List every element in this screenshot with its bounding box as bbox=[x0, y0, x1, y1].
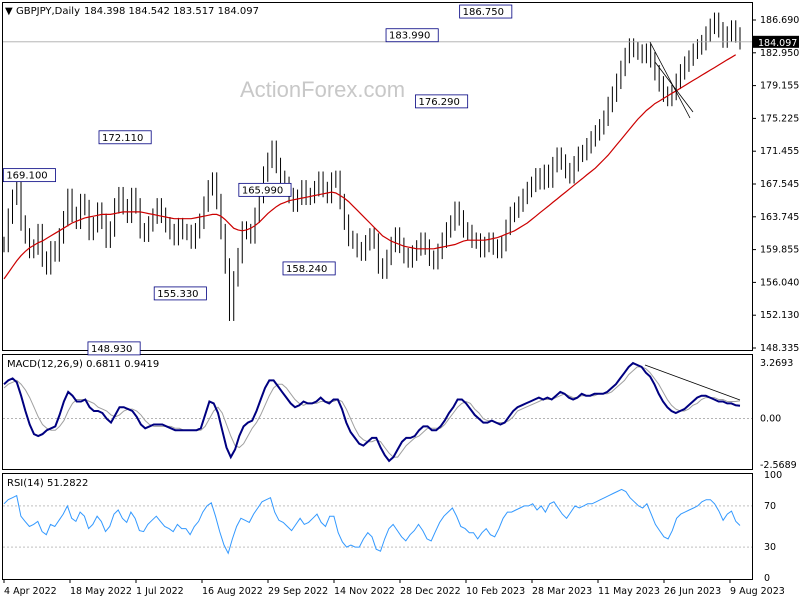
x-tick-label: 4 Apr 2022 bbox=[4, 586, 57, 597]
price-annotation: 155.330 bbox=[153, 286, 207, 301]
price-annotation: 158.240 bbox=[282, 261, 336, 276]
price-annotation: 165.990 bbox=[238, 182, 292, 197]
macd-title: MACD(12,26,9) 0.6811 0.9419 bbox=[7, 359, 159, 370]
y-tick-label: 167.545 bbox=[760, 179, 799, 190]
current-price-text: 184.097 bbox=[758, 38, 797, 49]
macd-tick-label: 3.2693 bbox=[760, 358, 793, 369]
x-tick-label: 26 Jun 2023 bbox=[664, 586, 721, 597]
x-tick-label: 14 Nov 2022 bbox=[334, 586, 395, 597]
rsi-tick-label: 0 bbox=[764, 573, 770, 584]
x-tick-label: 29 Sep 2022 bbox=[268, 586, 328, 597]
annotation-text: 183.990 bbox=[389, 31, 430, 42]
y-tick-label: 159.855 bbox=[760, 245, 799, 256]
rsi-tick-label: 70 bbox=[764, 501, 776, 512]
y-tick-label: 163.745 bbox=[760, 212, 799, 223]
x-tick-label: 28 Mar 2023 bbox=[532, 586, 592, 597]
macd-layer bbox=[3, 361, 752, 463]
rsi-tick-label: 100 bbox=[764, 470, 782, 481]
price-panel bbox=[2, 2, 753, 351]
macd-panel bbox=[2, 354, 753, 470]
y-tick-label: 156.040 bbox=[760, 277, 799, 288]
macd-line bbox=[3, 361, 741, 463]
x-tick-label: 11 May 2023 bbox=[598, 586, 660, 597]
annotation-text: 148.930 bbox=[91, 344, 132, 355]
annotation-text: 165.990 bbox=[242, 185, 283, 196]
y-tick-label: 179.155 bbox=[760, 81, 799, 92]
rsi-tick-label: 30 bbox=[764, 542, 776, 553]
y-tick-label: 186.690 bbox=[760, 15, 799, 26]
x-tick-label: 1 Jul 2022 bbox=[136, 586, 184, 597]
signal-line bbox=[3, 366, 741, 458]
price-annotation: 183.990 bbox=[385, 28, 439, 43]
x-tick-label: 16 Aug 2022 bbox=[202, 586, 263, 597]
chart-header-arrow-icon: ▼ bbox=[5, 6, 13, 17]
moving-average-line bbox=[3, 54, 737, 280]
y-tick-label: 171.455 bbox=[760, 146, 799, 157]
x-tick-label: 10 Feb 2023 bbox=[466, 586, 525, 597]
y-tick-label: 148.335 bbox=[760, 343, 799, 354]
trend-line bbox=[649, 41, 691, 119]
macd-tick-label: -2.5689 bbox=[760, 460, 797, 471]
annotation-text: 155.330 bbox=[157, 289, 198, 300]
annotation-text: 176.290 bbox=[418, 97, 459, 108]
price-annotation: 176.290 bbox=[415, 94, 469, 109]
macd-tick-label: 0.00 bbox=[760, 414, 781, 425]
y-tick-label: 182.950 bbox=[760, 48, 799, 59]
annotation-text: 172.110 bbox=[102, 133, 143, 144]
chart-ohlc: 184.398 184.542 183.517 184.097 bbox=[84, 6, 259, 17]
current-price-badge: 184.097 bbox=[753, 35, 799, 49]
annotation-text: 186.750 bbox=[463, 7, 504, 18]
annotation-text: 158.240 bbox=[286, 264, 327, 275]
annotation-text: 169.100 bbox=[6, 171, 47, 182]
y-tick-label: 152.130 bbox=[760, 310, 799, 321]
trend-line bbox=[654, 61, 694, 113]
rsi-line bbox=[3, 488, 741, 555]
x-tick-label: 9 Aug 2023 bbox=[730, 586, 785, 597]
price-annotation: 148.930 bbox=[87, 341, 141, 356]
watermark: ActionForex.com bbox=[240, 77, 405, 102]
x-tick-label: 28 Dec 2022 bbox=[400, 586, 461, 597]
y-tick-label: 175.225 bbox=[760, 113, 799, 124]
price-layer: 169.100 172.110 148.930 155.330 165.990 158.2… bbox=[2, 4, 752, 356]
rsi-layer bbox=[3, 488, 752, 555]
rsi-title: RSI(14) 51.2822 bbox=[7, 478, 88, 489]
chart-symbol: GBPJPY,Daily bbox=[16, 6, 80, 17]
rsi-panel bbox=[2, 473, 753, 580]
axis-layer: 186.690 182.950 179.155 175.225 171.455 167.5… bbox=[3, 15, 799, 597]
price-annotation: 169.100 bbox=[2, 168, 56, 183]
price-annotation: 172.110 bbox=[98, 130, 152, 145]
trend-line bbox=[644, 364, 741, 401]
price-annotation: 186.750 bbox=[459, 4, 513, 19]
x-tick-label: 18 May 2022 bbox=[70, 586, 132, 597]
